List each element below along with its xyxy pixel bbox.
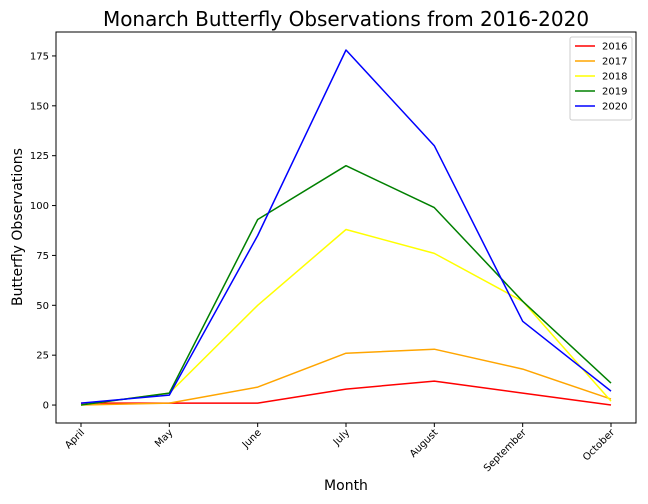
legend: 2016 2017 2018 2019 2020 [569,36,633,121]
chart-title: Monarch Butterfly Observations from 2016… [103,7,589,31]
legend-label: 2019 [602,87,627,98]
y-axis-label: Butterfly Observations [10,148,26,306]
y-tick-label: 175 [30,51,49,62]
y-tick-label: 0 [43,401,49,412]
x-axis-label: Month [324,478,368,494]
legend-label: 2018 [602,72,627,83]
y-tick-label: 75 [36,251,49,262]
legend-label: 2017 [602,57,627,68]
y-tick-label: 25 [36,351,49,362]
y-tick-label: 100 [30,201,49,212]
y-tick-label: 50 [36,301,49,312]
series-line-2020 [80,49,612,404]
y-tick-label: 150 [30,101,49,112]
y-tick-label: 125 [30,151,49,162]
legend-label: 2016 [602,42,627,53]
series-line-2019 [80,164,612,406]
series-line-2017 [80,348,612,406]
legend-box [569,36,633,121]
legend-label: 2020 [602,102,627,113]
